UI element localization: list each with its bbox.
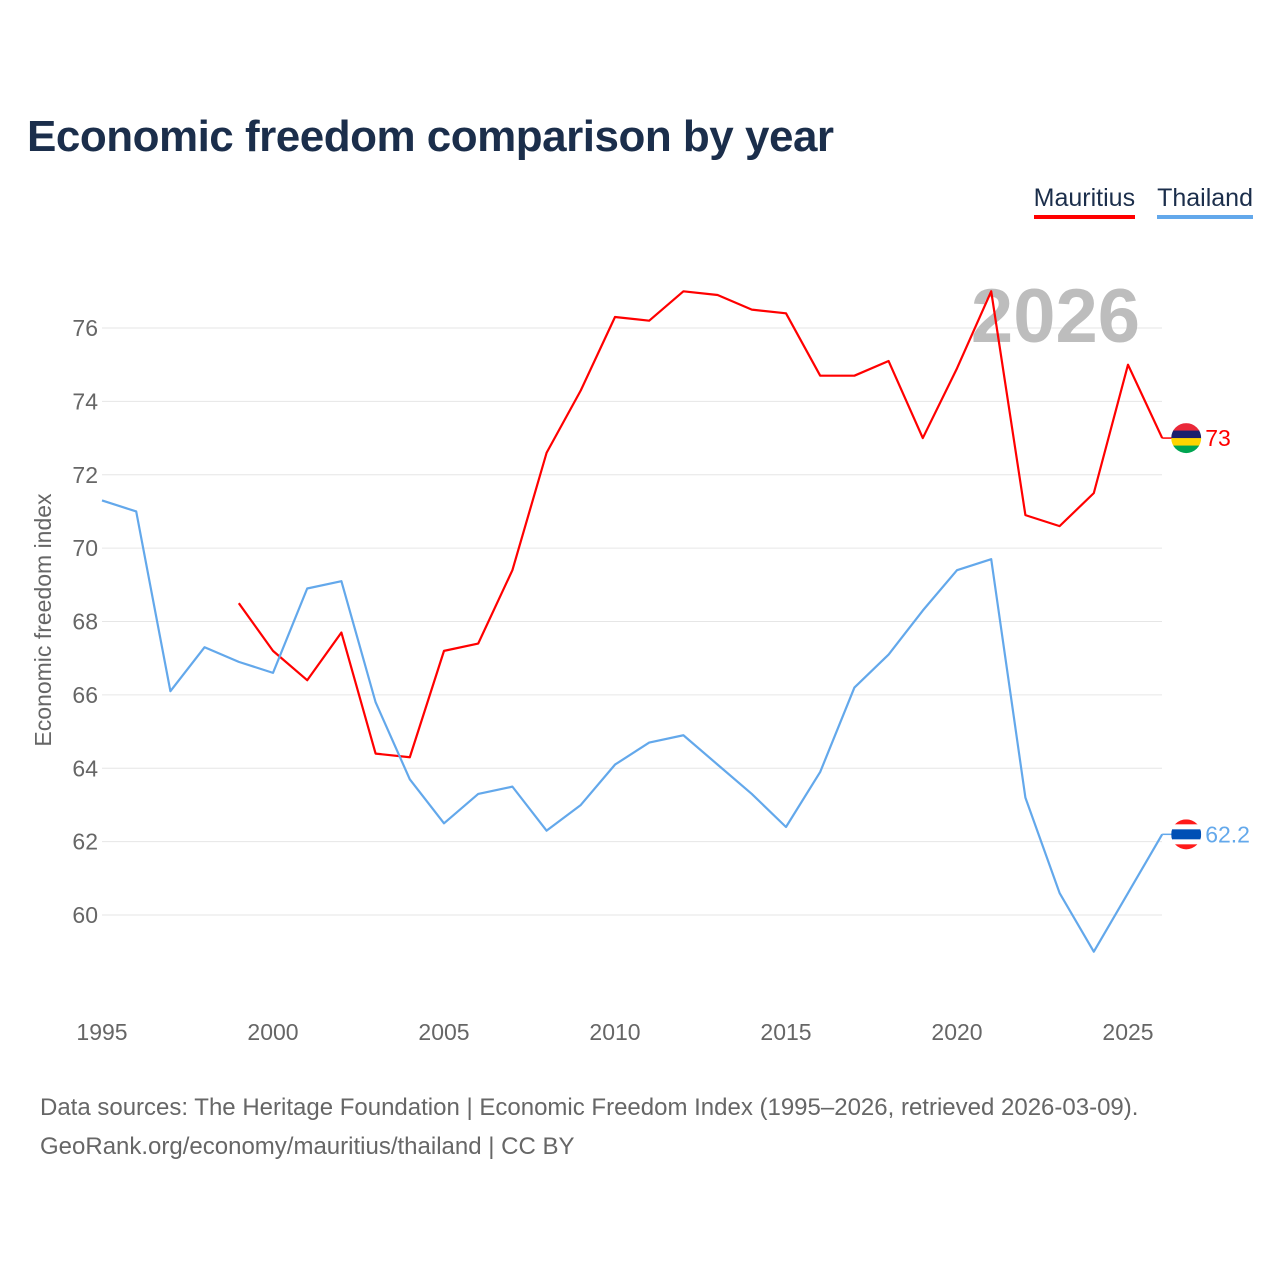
source-line: Data sources: The Heritage Foundation | …: [40, 1094, 1139, 1121]
legend-item-mauritius[interactable]: Mauritius: [1033, 184, 1136, 219]
x-tick-label: 2005: [418, 1019, 469, 1045]
flag-stripe: [1171, 438, 1202, 447]
x-tick-label: 2020: [931, 1019, 982, 1045]
y-tick-label: 76: [72, 315, 98, 341]
x-tick-label: 2015: [760, 1019, 811, 1045]
x-tick-label: 2025: [1102, 1019, 1153, 1045]
x-tick-label: 2010: [589, 1019, 640, 1045]
flag-stripe: [1171, 445, 1202, 454]
flag-stripe: [1171, 430, 1202, 439]
flag-stripe: [1171, 819, 1202, 825]
chart-title: Economic freedom comparison by year: [27, 112, 834, 161]
y-tick-label: 66: [72, 682, 98, 708]
y-tick-label: 74: [72, 388, 98, 414]
flag-stripe: [1171, 824, 1202, 830]
series-line-thailand: [101, 499, 1164, 953]
y-tick-label: 64: [72, 755, 98, 781]
y-tick-label: 72: [72, 462, 98, 488]
series-line-mauritius: [237, 290, 1164, 759]
x-tick-label: 1995: [76, 1019, 127, 1045]
flag-stripe: [1171, 829, 1202, 840]
y-tick-label: 62: [72, 829, 98, 855]
year-watermark: 2026: [971, 274, 1140, 359]
flag-stripe: [1171, 839, 1202, 845]
legend: Mauritius Thailand: [1033, 184, 1253, 219]
flag-icon-thailand: [1171, 819, 1202, 850]
end-value-label: 73: [1205, 425, 1231, 451]
flag-stripe: [1171, 844, 1202, 850]
y-tick-label: 70: [72, 535, 98, 561]
source-note: Data sources: The Heritage Foundation | …: [40, 1088, 1138, 1166]
y-tick-label: 68: [72, 609, 98, 635]
y-tick-label: 60: [72, 902, 98, 928]
y-axis-label: Economic freedom index: [30, 493, 56, 747]
end-value-label: 62.2: [1205, 821, 1250, 847]
x-tick-label: 2000: [247, 1019, 298, 1045]
flag-stripe: [1171, 423, 1202, 432]
flag-icon-mauritius: [1171, 423, 1202, 454]
source-url[interactable]: GeoRank.org/economy/mauritius/thailand |…: [40, 1133, 575, 1160]
legend-item-thailand[interactable]: Thailand: [1157, 184, 1253, 219]
